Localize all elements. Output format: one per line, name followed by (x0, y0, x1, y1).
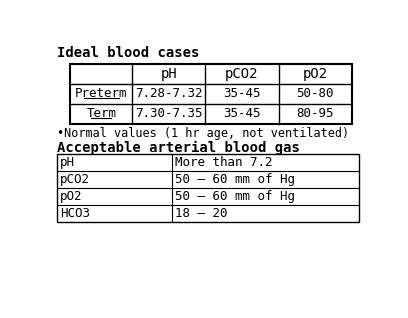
Text: pH: pH (60, 156, 75, 169)
Text: 35-45: 35-45 (223, 87, 261, 100)
Text: Ideal blood cases: Ideal blood cases (57, 46, 200, 60)
Text: 80-95: 80-95 (296, 107, 334, 120)
Text: •Normal values (1 hr age, not ventilated): •Normal values (1 hr age, not ventilated… (57, 127, 349, 140)
Text: Preterm: Preterm (75, 87, 128, 100)
Bar (70, 64, 352, 124)
Text: 50-80: 50-80 (296, 87, 334, 100)
Text: pO2: pO2 (60, 190, 83, 203)
Text: HCO3: HCO3 (60, 207, 90, 220)
Text: 7.30-7.35: 7.30-7.35 (135, 107, 203, 120)
Text: 18 – 20: 18 – 20 (175, 207, 228, 220)
Bar (57, 155, 359, 222)
Text: Acceptable arterial blood gas: Acceptable arterial blood gas (57, 141, 300, 155)
Text: pH: pH (160, 66, 177, 80)
Text: pCO2: pCO2 (225, 66, 259, 80)
Text: 7.28-7.32: 7.28-7.32 (135, 87, 203, 100)
Text: pO2: pO2 (303, 66, 328, 80)
Text: More than 7.2: More than 7.2 (175, 156, 273, 169)
Text: 50 – 60 mm of Hg: 50 – 60 mm of Hg (175, 173, 295, 186)
Text: pCO2: pCO2 (60, 173, 90, 186)
Text: 50 – 60 mm of Hg: 50 – 60 mm of Hg (175, 190, 295, 203)
Text: Term: Term (86, 107, 116, 120)
Text: 35-45: 35-45 (223, 107, 261, 120)
